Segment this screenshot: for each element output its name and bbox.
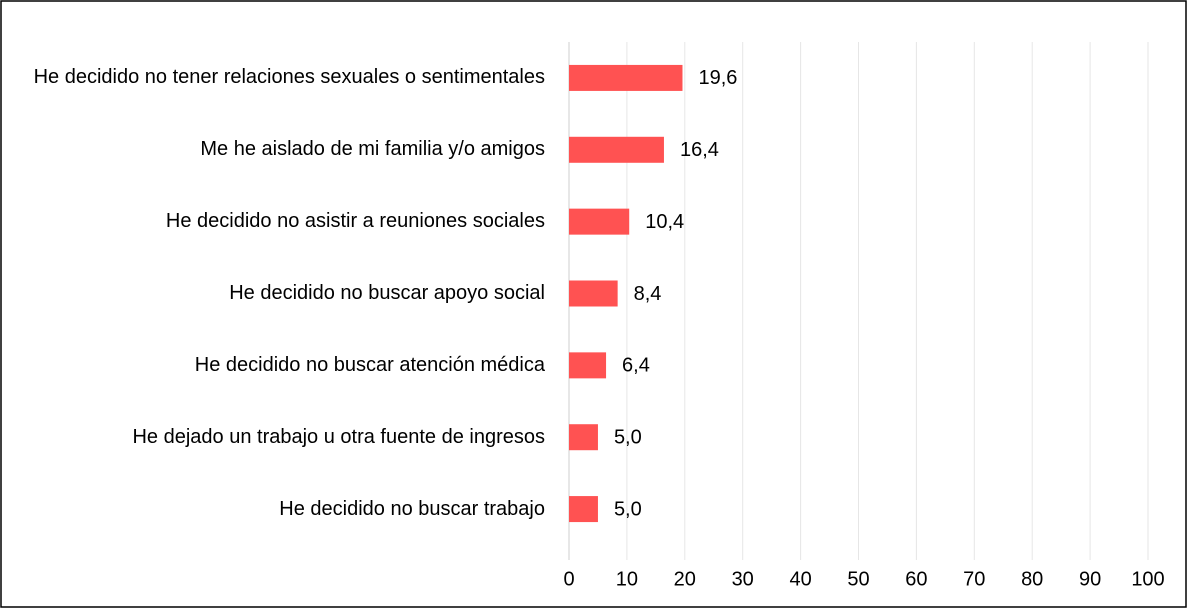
y-tick-label: He decidido no tener relaciones sexuales… xyxy=(33,66,545,89)
x-tick-label: 80 xyxy=(1021,568,1043,590)
data-label: 5,0 xyxy=(614,498,642,520)
data-label: 8,4 xyxy=(634,283,662,305)
x-tick-label: 20 xyxy=(674,568,696,590)
x-tick-label: 40 xyxy=(789,568,811,590)
data-label: 19,6 xyxy=(698,67,737,89)
bar xyxy=(569,280,618,307)
bar xyxy=(569,352,607,379)
data-label: 10,4 xyxy=(645,211,684,233)
data-label: 6,4 xyxy=(622,355,650,377)
bar xyxy=(569,496,598,523)
x-tick-label: 100 xyxy=(1131,568,1164,590)
data-label: 5,0 xyxy=(614,426,642,448)
y-tick-label: He decidido no asistir a reuniones socia… xyxy=(165,210,545,233)
y-tick-label: He decidido no buscar trabajo xyxy=(279,497,545,520)
y-tick-label: He decidido no buscar apoyo social xyxy=(229,281,545,304)
bar xyxy=(569,64,683,91)
y-tick-label: Me he aislado de mi familia y/o amigos xyxy=(200,138,545,161)
x-tick-label: 30 xyxy=(732,568,754,590)
bar xyxy=(569,208,630,235)
y-tick-label: He decidido no buscar atención médica xyxy=(194,353,545,376)
x-tick-label: 70 xyxy=(963,568,985,590)
x-tick-label: 0 xyxy=(563,568,574,590)
y-tick-label: He dejado un trabajo u otra fuente de in… xyxy=(132,425,545,448)
x-tick-label: 50 xyxy=(847,568,869,590)
x-tick-label: 10 xyxy=(616,568,638,590)
bar xyxy=(569,136,664,163)
data-label: 16,4 xyxy=(680,139,719,161)
bar xyxy=(569,424,598,451)
x-tick-label: 60 xyxy=(905,568,927,590)
x-tick-label: 90 xyxy=(1079,568,1101,590)
